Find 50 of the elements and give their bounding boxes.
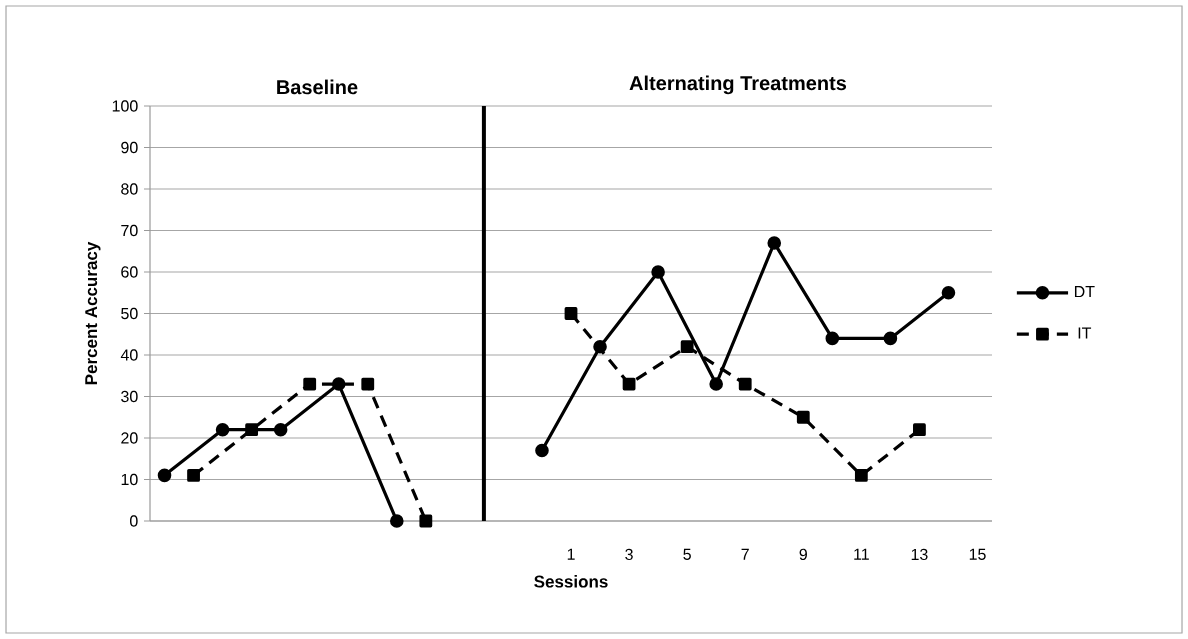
- x-tick-label: 9: [799, 548, 807, 561]
- x-tick-label: 7: [741, 548, 749, 560]
- point: [245, 423, 259, 437]
- x-tick-label: 11: [854, 548, 869, 560]
- x-tick-label: 3: [625, 548, 633, 561]
- x-axis-title: Sessions: [534, 575, 608, 588]
- point: [854, 468, 868, 482]
- y-tick-label: 20: [121, 432, 138, 444]
- y-tick-label: 80: [121, 183, 138, 195]
- x-tick-label: 1: [567, 548, 575, 560]
- point: [622, 377, 636, 391]
- point: [361, 377, 375, 391]
- point: [709, 377, 723, 391]
- point: [767, 236, 782, 250]
- point: [187, 468, 200, 482]
- point: [913, 423, 926, 437]
- legend-label: IT: [1078, 327, 1092, 339]
- x-tick-label: 13: [911, 548, 928, 561]
- text: Baseline: [277, 79, 358, 95]
- legend-label: DT: [1074, 286, 1095, 298]
- text: Alternating Treatments: [629, 75, 847, 95]
- point: [273, 422, 288, 437]
- y-tick-label: 100: [112, 100, 138, 112]
- y-tick-label: 50: [121, 307, 138, 320]
- x-tick-label: 15: [969, 548, 986, 560]
- y-tick-label: 10: [121, 473, 138, 486]
- point: [796, 410, 810, 424]
- point: [535, 443, 549, 458]
- x-tick-label: 5: [683, 548, 691, 560]
- point: [564, 307, 578, 320]
- point: [738, 377, 752, 391]
- point: [883, 331, 898, 346]
- point: [941, 285, 956, 300]
- point: [390, 514, 404, 528]
- y-tick-label: 40: [120, 349, 138, 361]
- point: [825, 331, 840, 346]
- point: [303, 377, 317, 391]
- point: [419, 514, 433, 528]
- y-axis-title: Percent Accuracy: [85, 241, 101, 385]
- y-tick-label: 0: [130, 515, 138, 527]
- y-tick-label: 90: [121, 141, 138, 154]
- point: [215, 422, 230, 437]
- y-tick-label: 30: [121, 390, 138, 403]
- point: [157, 468, 172, 483]
- y-tick-label: 60: [121, 266, 138, 278]
- point: [651, 265, 665, 279]
- point: [680, 340, 694, 354]
- y-tick-label: 70: [121, 224, 138, 237]
- point: [331, 377, 346, 391]
- point: [593, 339, 607, 354]
